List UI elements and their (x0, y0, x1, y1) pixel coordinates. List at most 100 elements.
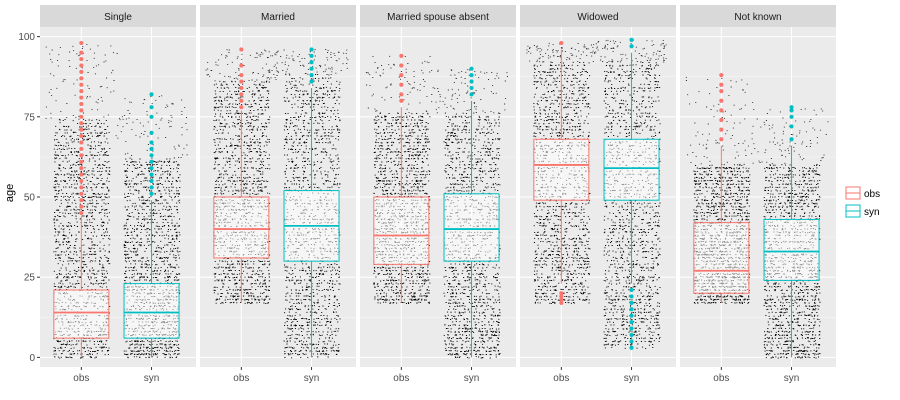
outlier-point (559, 300, 564, 305)
box-iqr (373, 196, 430, 265)
outlier-point (149, 114, 154, 119)
boxplot-syn (123, 92, 180, 358)
outlier-point (79, 166, 84, 171)
outlier-point (79, 101, 84, 107)
outlier-point (79, 89, 84, 94)
outlier-point (149, 185, 154, 190)
box-iqr (693, 222, 750, 294)
outlier-point (719, 117, 724, 123)
jitter-points-obs (205, 49, 279, 304)
boxplot-syn (443, 66, 500, 358)
outlier-point (239, 92, 244, 97)
outlier-point (149, 191, 154, 196)
outlier-point (79, 63, 84, 68)
outlier-point (469, 66, 474, 71)
outlier-point (789, 105, 794, 110)
y-axis-title: age (4, 184, 16, 202)
outlier-point (239, 79, 244, 84)
outlier-point (79, 198, 84, 203)
y-axis-tick-label: 75 (24, 112, 36, 123)
outlier-point (399, 73, 404, 78)
outlier-point (239, 85, 244, 91)
outlier-point (719, 98, 724, 103)
outlier-point (149, 159, 154, 164)
y-axis-tick-label: 50 (24, 193, 36, 204)
outlier-point (79, 140, 84, 145)
outlier-point (629, 326, 634, 331)
outlier-point (719, 108, 724, 113)
outlier-point (399, 53, 404, 58)
legend-label-obs: obs (864, 189, 880, 200)
boxplot-obs (213, 47, 270, 303)
x-axis-tick-label: syn (304, 373, 320, 384)
outlier-point (149, 146, 154, 151)
outlier-point (79, 95, 84, 100)
boxplot-obs (53, 40, 110, 358)
outlier-point (79, 159, 84, 164)
outlier-point (629, 339, 634, 344)
outlier-point (399, 92, 404, 97)
legend-item-obs: obs (845, 186, 880, 200)
outlier-point (79, 114, 84, 119)
outlier-point (469, 73, 474, 78)
outlier-point (789, 114, 794, 119)
facet-strip (680, 5, 836, 27)
jitter-tail (45, 42, 118, 120)
outlier-point (559, 40, 564, 46)
outlier-point (629, 287, 634, 293)
outlier-point (469, 85, 474, 91)
facet-panel-married: Married obs syn (200, 5, 356, 384)
outlier-point (309, 79, 314, 84)
outlier-point (629, 37, 634, 42)
outlier-point (789, 108, 794, 113)
outlier-point (79, 210, 84, 216)
x-axis-tick-label: obs (73, 373, 89, 384)
outlier-point (79, 76, 84, 81)
x-axis-tick-label: obs (553, 373, 569, 384)
boxplot-obs (533, 40, 590, 305)
outlier-point (719, 127, 724, 132)
outlier-point (79, 191, 84, 196)
facet-strip (40, 5, 196, 27)
outlier-point (309, 53, 314, 58)
facet-strip-label: Married spouse absent (387, 12, 489, 23)
outlier-point (149, 130, 154, 135)
outlier-point (629, 44, 634, 49)
outlier-point (79, 82, 84, 87)
outlier-point (79, 69, 84, 75)
outlier-point (149, 178, 154, 184)
jitter-tail (205, 49, 279, 82)
outlier-point (149, 153, 154, 158)
y-axis-tick-label: 100 (18, 32, 35, 43)
x-axis-tick-label: obs (233, 373, 249, 384)
outlier-point (629, 319, 634, 325)
outlier-point (309, 47, 314, 52)
facet-panel-single: Single obs syn (40, 5, 196, 384)
facet-strip-label: Widowed (577, 12, 618, 23)
box-iqr (53, 289, 110, 339)
jitter-tail (365, 55, 437, 115)
facet-strip-label: Not known (734, 12, 781, 23)
box-iqr (123, 283, 180, 339)
box-iqr (533, 138, 590, 201)
outlier-point (149, 166, 154, 171)
outlier-point (149, 105, 154, 110)
outlier-point (719, 137, 724, 142)
outlier-point (79, 178, 84, 184)
outlier-point (789, 137, 794, 142)
outlier-point (79, 56, 84, 62)
outlier-point (559, 291, 564, 296)
outlier-point (79, 146, 84, 151)
x-axis-tick-label: obs (713, 373, 729, 384)
outlier-point (149, 92, 154, 97)
box-iqr (603, 138, 660, 201)
legend-item-syn: syn (845, 204, 880, 218)
x-axis-tick-label: syn (464, 373, 480, 384)
outlier-point (719, 89, 724, 94)
outlier-point (629, 345, 634, 350)
outlier-point (719, 82, 724, 87)
outlier-point (629, 307, 634, 312)
boxplot-syn (763, 105, 820, 358)
boxplot-syn (283, 47, 340, 358)
